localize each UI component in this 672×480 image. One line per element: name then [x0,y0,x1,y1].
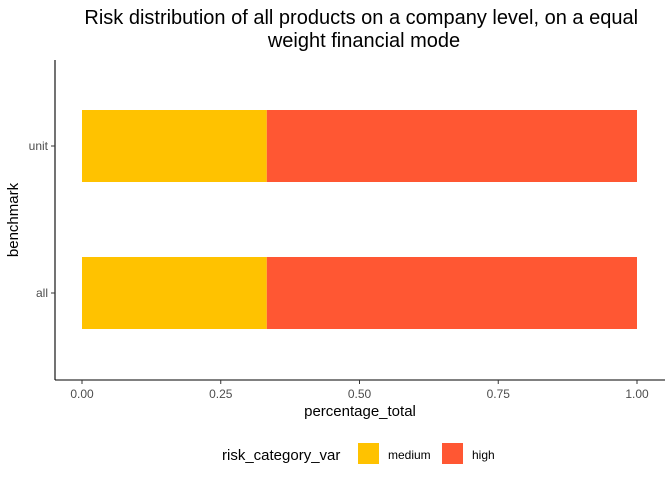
legend-title: risk_category_var [222,447,340,464]
chart-title-line-1: Risk distribution of all products on a c… [84,7,638,29]
legend: risk_category_var medium high [222,443,495,464]
legend-label-high: high [472,448,495,462]
x-tick-label: 0.00 [70,387,94,401]
y-axis-ticks: all unit [29,139,55,300]
y-tick-label: unit [29,139,49,153]
x-axis-ticks: 0.00 0.25 0.50 0.75 1.00 [70,380,649,401]
y-axis-title: benchmark [5,182,22,257]
legend-label-medium: medium [388,448,431,462]
x-tick-label: 0.25 [209,387,233,401]
x-tick-label: 1.00 [625,387,649,401]
chart-title-line-2: weight financial mode [267,30,460,52]
bar-high-unit [266,110,637,182]
bar-high-all [266,257,637,329]
chart-title: Risk distribution of all products on a c… [84,7,643,52]
y-tick-label: all [36,286,48,300]
bar-medium-unit [82,110,267,182]
legend-key-medium [358,443,379,464]
bar-medium-all [82,257,267,329]
x-axis-title: percentage_total [304,403,416,420]
x-tick-label: 0.50 [348,387,372,401]
legend-key-high [442,443,463,464]
plot-area [82,110,637,329]
x-tick-label: 0.75 [487,387,511,401]
